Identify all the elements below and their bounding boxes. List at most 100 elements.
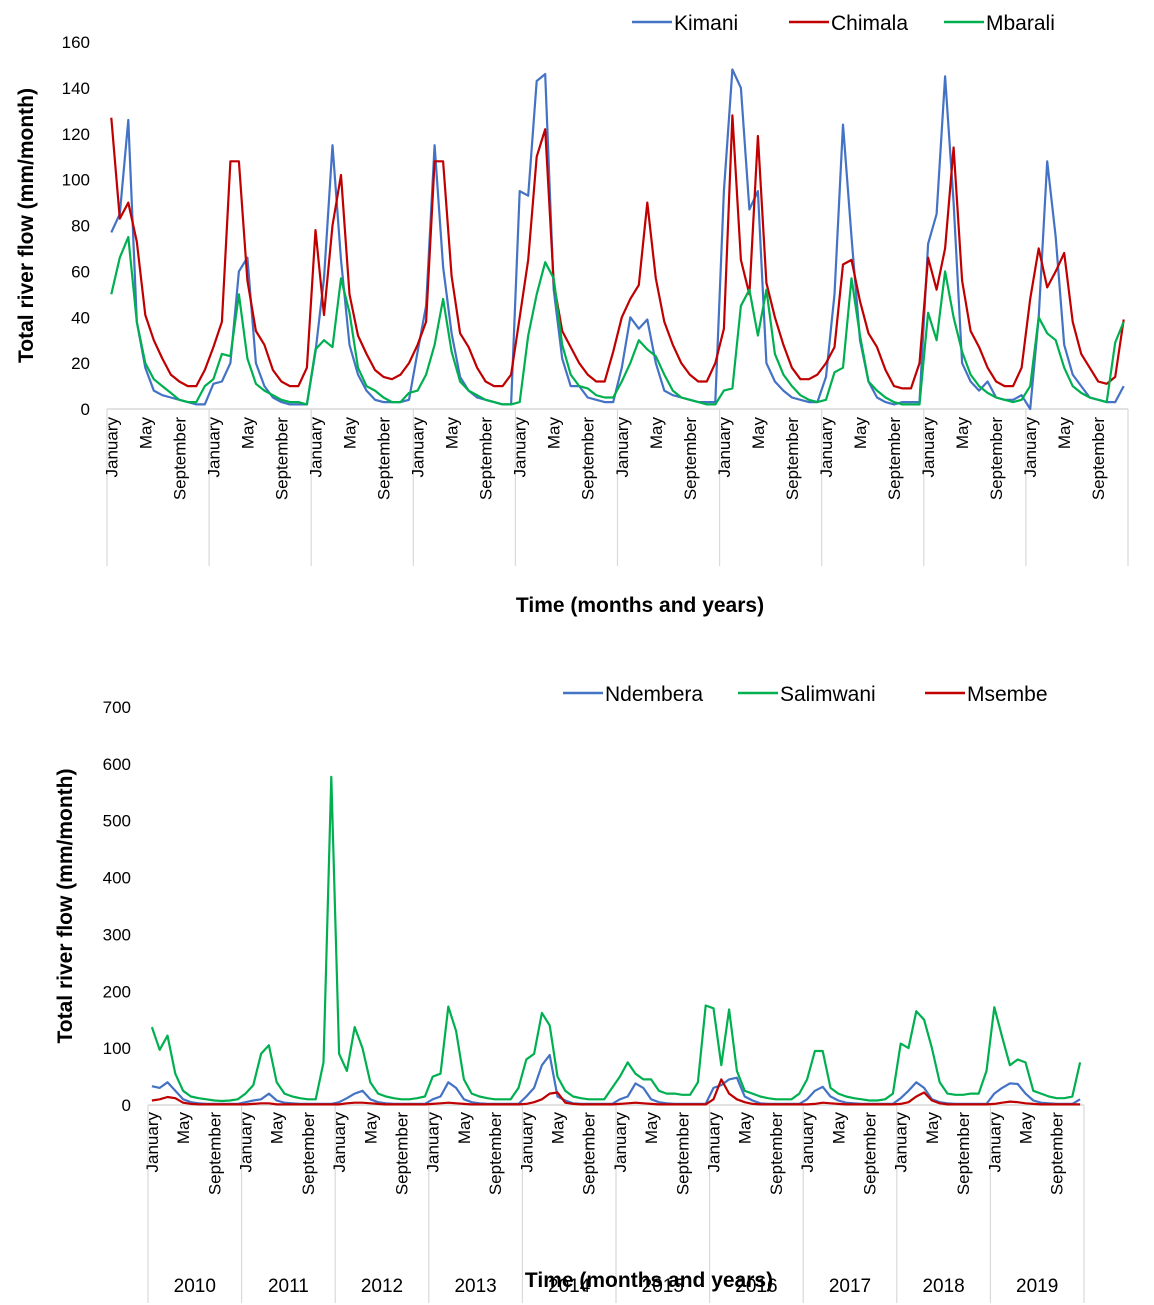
month-tick-label: May	[736, 1112, 755, 1145]
y-tick-label: 100	[62, 171, 90, 190]
month-tick-label: May	[851, 417, 870, 450]
month-tick-label: May	[953, 417, 972, 450]
month-tick-label: May	[749, 417, 768, 450]
y-tick-label: 600	[103, 755, 131, 774]
legend-label-kimani: Kimani	[674, 12, 738, 35]
year-label: 2012	[361, 1276, 403, 1297]
y-tick-label: 40	[71, 308, 90, 327]
month-tick-label: January	[511, 417, 530, 478]
month-tick-label: September	[205, 1112, 224, 1195]
month-tick-label: January	[985, 1112, 1004, 1173]
month-tick-label: May	[545, 417, 564, 450]
month-tick-label: January	[798, 1112, 817, 1173]
year-label: 2010	[174, 1276, 216, 1297]
series-line-msembe	[151, 1078, 1081, 1106]
series-line-kimani	[110, 68, 1125, 411]
year-label: 2014	[548, 1276, 591, 1297]
month-tick-label: May	[647, 417, 666, 450]
month-tick-label: September	[1048, 1112, 1067, 1195]
month-tick-label: January	[237, 1112, 256, 1173]
legend-label-salimwani: Salimwani	[780, 683, 876, 706]
month-tick-label: January	[613, 417, 632, 478]
month-tick-label: September	[580, 1112, 599, 1195]
y-tick-label: 700	[103, 698, 131, 717]
month-tick-label: May	[174, 1112, 193, 1145]
year-label: 2019	[1016, 1276, 1058, 1297]
y-tick-label: 20	[71, 354, 90, 373]
month-tick-label: May	[1055, 417, 1074, 450]
month-tick-label: September	[767, 1112, 786, 1195]
x-axis-label: Time (months and years)	[516, 594, 764, 617]
year-label: 2015	[642, 1276, 684, 1297]
month-tick-label: January	[1021, 417, 1040, 478]
month-tick-label: January	[306, 417, 325, 478]
year-label: 2016	[735, 1276, 777, 1297]
y-tick-label: 500	[103, 812, 131, 831]
month-tick-label: January	[409, 417, 428, 478]
month-tick-label: January	[424, 1112, 443, 1173]
month-tick-label: September	[954, 1112, 973, 1195]
month-tick-label: May	[549, 1112, 568, 1145]
legend-label-ndembera: Ndembera	[605, 683, 703, 706]
month-tick-label: September	[673, 1112, 692, 1195]
month-tick-label: September	[375, 417, 394, 500]
legend-label-msembe: Msembe	[967, 683, 1048, 706]
month-tick-label: May	[455, 1112, 474, 1145]
y-tick-label: 120	[62, 125, 90, 144]
y-tick-label: 160	[62, 33, 90, 52]
month-tick-label: May	[923, 1112, 942, 1145]
year-label: 2013	[454, 1276, 496, 1297]
series-line-salimwani	[150, 775, 1082, 1103]
month-tick-label: January	[143, 1112, 162, 1173]
chart-bottom: 0 100 200 300 400 500 600 700 January May Septembe…	[54, 683, 1085, 1303]
legend-label-chimala: Chimala	[831, 12, 908, 35]
month-tick-label: January	[330, 1112, 349, 1173]
month-tick-label: May	[340, 417, 359, 450]
month-tick-label: January	[892, 1112, 911, 1173]
month-tick-label: May	[642, 1112, 661, 1145]
month-tick-label: September	[393, 1112, 412, 1195]
series-line-mbarali	[110, 235, 1125, 406]
year-label: 2017	[829, 1276, 871, 1297]
month-tick-label: May	[136, 417, 155, 450]
month-tick-label: January	[705, 1112, 724, 1173]
y-tick-label: 400	[103, 869, 131, 888]
year-label: 2018	[922, 1276, 964, 1297]
chart-top: 0 20 40 60 80 100 120 140 160 January May September…	[15, 12, 1129, 617]
month-tick-label: May	[1017, 1112, 1036, 1145]
month-tick-label: September	[579, 417, 598, 500]
month-tick-label: January	[919, 417, 938, 478]
month-tick-label: January	[817, 417, 836, 478]
month-tick-label: January	[102, 417, 121, 478]
month-tick-label: January	[204, 417, 223, 478]
y-tick-label: 100	[103, 1039, 131, 1058]
y-axis-label: Total river flow (mm/month)	[15, 88, 38, 363]
series-line-chimala	[110, 114, 1125, 390]
month-tick-label: January	[517, 1112, 536, 1173]
month-tick-label: September	[477, 417, 496, 500]
month-tick-label: September	[1089, 417, 1108, 500]
month-tick-label: May	[361, 1112, 380, 1145]
y-tick-label: 80	[71, 217, 90, 236]
month-tick-label: September	[885, 417, 904, 500]
month-tick-label: September	[486, 1112, 505, 1195]
month-tick-label: January	[611, 1112, 630, 1173]
y-tick-label: 200	[103, 982, 131, 1001]
y-tick-label: 0	[122, 1096, 131, 1115]
y-tick-label: 0	[81, 400, 90, 419]
y-axis-label: Total river flow (mm/month)	[54, 769, 77, 1044]
month-tick-label: September	[272, 417, 291, 500]
month-tick-label: May	[443, 417, 462, 450]
y-tick-label: 60	[71, 262, 90, 281]
x-axis-label: Time (months and years)	[525, 1269, 773, 1292]
month-tick-label: May	[238, 417, 257, 450]
month-tick-label: September	[299, 1112, 318, 1195]
month-tick-label: September	[987, 417, 1006, 500]
month-tick-label: September	[681, 417, 700, 500]
y-tick-label: 300	[103, 925, 131, 944]
month-tick-label: January	[715, 417, 734, 478]
month-tick-label: September	[783, 417, 802, 500]
legend-label-mbarali: Mbarali	[986, 12, 1055, 35]
month-tick-label: May	[829, 1112, 848, 1145]
